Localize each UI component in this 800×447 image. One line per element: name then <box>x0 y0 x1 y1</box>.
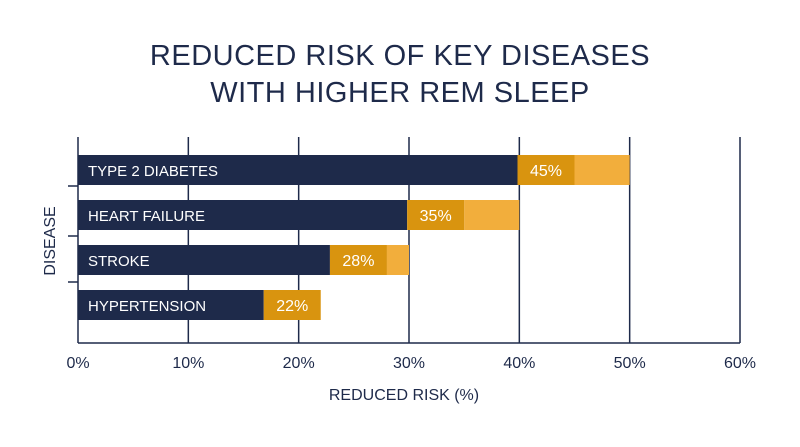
value-label-stroke: 28% <box>342 253 374 270</box>
bar-overlay-type-2-diabetes <box>574 155 630 185</box>
value-box-hypertension <box>263 290 321 320</box>
bar-hypertension <box>78 290 264 320</box>
bar-heart-failure <box>78 200 408 230</box>
value-box-type-2-diabetes <box>517 155 575 185</box>
value-box-heart-failure <box>407 200 465 230</box>
category-label-hypertension: HYPERTENSION <box>88 298 206 315</box>
x-tick-label-20: 20% <box>283 355 315 372</box>
bars-group: TYPE 2 DIABETES 45% HEART FAILURE 35% STROKE… <box>78 155 630 320</box>
x-tick-label-60: 60% <box>724 355 756 372</box>
x-tick-label-50: 50% <box>614 355 646 372</box>
y-axis-label: DISEASE <box>42 206 59 275</box>
bar-overlay-stroke <box>386 245 409 275</box>
value-label-heart-failure: 35% <box>420 208 452 225</box>
value-label-type-2-diabetes: 45% <box>530 163 562 180</box>
bar-stroke <box>78 245 330 275</box>
category-label-heart-failure: HEART FAILURE <box>88 208 205 225</box>
chart-title-line-1: REDUCED RISK OF KEY DISEASES <box>150 40 650 72</box>
x-tick-labels: 0% 10% 20% 30% 40% 50% 60% <box>66 355 756 372</box>
x-tick-label-0: 0% <box>66 355 89 372</box>
x-tick-label-10: 10% <box>172 355 204 372</box>
category-label-stroke: STROKE <box>88 253 150 270</box>
x-tick-label-40: 40% <box>503 355 535 372</box>
bar-type-2-diabetes <box>78 155 518 185</box>
bar-overlay-heart-failure <box>464 200 520 230</box>
value-box-stroke <box>329 245 387 275</box>
chart-title-line-2: WITH HIGHER REM SLEEP <box>210 77 590 109</box>
x-axis-label: REDUCED RISK (%) <box>329 387 479 404</box>
value-label-hypertension: 22% <box>276 298 308 315</box>
x-tick-label-30: 30% <box>393 355 425 372</box>
category-label-type-2-diabetes: TYPE 2 DIABETES <box>88 163 218 180</box>
